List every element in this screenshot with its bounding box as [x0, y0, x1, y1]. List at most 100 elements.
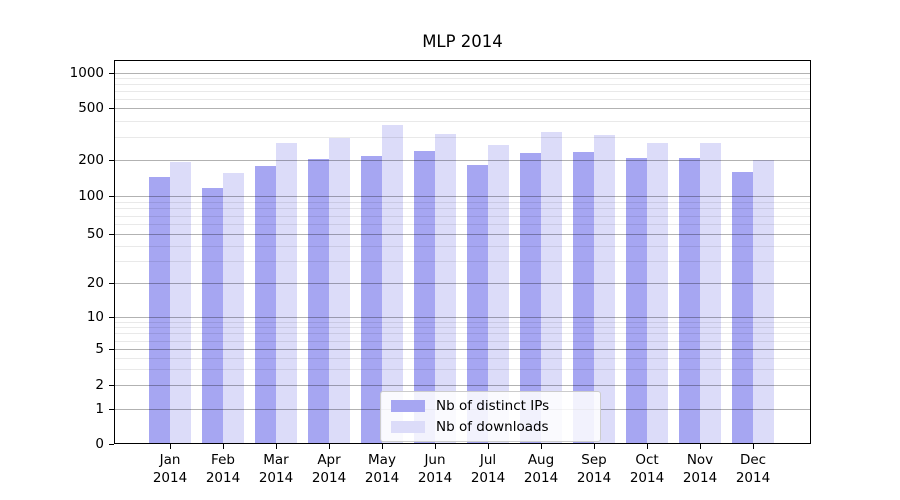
minor-gridline [115, 98, 810, 100]
minor-gridline [115, 136, 810, 138]
x-tick-mark [276, 444, 277, 449]
y-tick-mark [109, 385, 114, 386]
major-gridline [115, 160, 810, 161]
bar-nb-of-distinct-ips-jul [467, 165, 488, 444]
legend-label-distinct-ips: Nb of distinct IPs [436, 398, 550, 414]
minor-gridline [115, 208, 810, 210]
minor-gridline [115, 120, 810, 122]
y-tick-mark [109, 349, 114, 350]
legend-item-downloads: Nb of downloads [391, 418, 590, 436]
y-tick-label: 1000 [69, 65, 104, 81]
major-gridline [115, 108, 810, 109]
y-tick-label: 200 [78, 152, 104, 168]
bar-nb-of-distinct-ips-jan [149, 177, 170, 444]
bar-nb-of-downloads-may [382, 125, 403, 444]
x-tick-label: Feb 2014 [205, 452, 241, 486]
y-tick-label: 50 [86, 226, 104, 242]
x-tick-label: Aug 2014 [523, 452, 559, 486]
major-gridline [115, 349, 810, 350]
x-tick-mark [435, 444, 436, 449]
x-tick-mark [488, 444, 489, 449]
minor-gridline [115, 357, 810, 359]
x-tick-label: Sep 2014 [576, 452, 612, 486]
x-tick-label: Oct 2014 [629, 452, 665, 486]
bar-nb-of-distinct-ips-sep [573, 152, 594, 444]
y-tick-mark [109, 234, 114, 235]
y-tick-label: 5 [95, 341, 104, 357]
minor-gridline [115, 215, 810, 217]
y-tick-label: 10 [86, 309, 104, 325]
legend-item-distinct-ips: Nb of distinct IPs [391, 397, 590, 415]
legend: Nb of distinct IPs Nb of downloads [380, 391, 601, 442]
y-tick-mark [109, 160, 114, 161]
bar-nb-of-downloads-oct [647, 143, 668, 444]
y-tick-label: 2 [95, 377, 104, 393]
bar-nb-of-downloads-sep [594, 135, 615, 444]
y-tick-mark [109, 444, 114, 445]
major-gridline [115, 73, 810, 74]
y-tick-mark [109, 283, 114, 284]
bar-nb-of-distinct-ips-aug [520, 153, 541, 444]
legend-label-downloads: Nb of downloads [436, 419, 549, 435]
bar-nb-of-downloads-feb [223, 172, 244, 444]
bar-nb-of-distinct-ips-oct [626, 158, 647, 444]
minor-gridline [115, 340, 810, 342]
bar-nb-of-downloads-apr [329, 137, 350, 444]
x-tick-mark [329, 444, 330, 449]
y-tick-mark [109, 409, 114, 410]
x-tick-mark [700, 444, 701, 449]
minor-gridline [115, 91, 810, 92]
legend-swatch-downloads [391, 421, 425, 433]
x-tick-mark [753, 444, 754, 449]
x-tick-label: Jan 2014 [152, 452, 188, 486]
chart-title: MLP 2014 [422, 32, 503, 51]
minor-gridline [115, 201, 810, 203]
y-tick-mark [109, 73, 114, 74]
bar-nb-of-distinct-ips-feb [202, 188, 223, 444]
minor-gridline [115, 369, 810, 371]
bar-nb-of-downloads-nov [700, 143, 721, 444]
major-gridline [115, 317, 810, 318]
x-tick-label: Jun 2014 [417, 452, 453, 486]
y-tick-label: 100 [78, 188, 104, 204]
bar-nb-of-downloads-mar [276, 143, 297, 444]
y-tick-mark [109, 108, 114, 109]
y-tick-label: 0 [95, 436, 104, 452]
bar-nb-of-downloads-aug [541, 131, 562, 444]
minor-gridline [115, 84, 810, 86]
major-gridline [115, 196, 810, 197]
x-tick-label: Nov 2014 [682, 452, 718, 486]
legend-swatch-distinct-ips [391, 400, 425, 412]
x-tick-mark [223, 444, 224, 449]
bar-nb-of-downloads-dec [753, 160, 774, 444]
minor-gridline [115, 224, 810, 225]
x-tick-label: May 2014 [364, 452, 400, 486]
minor-gridline [115, 327, 810, 329]
y-tick-label: 20 [86, 275, 104, 291]
x-tick-mark [594, 444, 595, 449]
minor-gridline [115, 78, 810, 80]
y-tick-mark [109, 196, 114, 197]
bar-nb-of-distinct-ips-dec [732, 171, 753, 444]
bar-nb-of-distinct-ips-may [361, 156, 382, 444]
x-tick-label: Mar 2014 [258, 452, 294, 486]
x-tick-label: Dec 2014 [735, 452, 771, 486]
x-tick-mark [382, 444, 383, 449]
x-tick-mark [541, 444, 542, 449]
minor-gridline [115, 333, 810, 335]
bar-nb-of-distinct-ips-mar [255, 166, 276, 444]
y-tick-label: 1 [95, 401, 104, 417]
x-tick-mark [647, 444, 648, 449]
x-tick-mark [170, 444, 171, 449]
y-tick-mark [109, 317, 114, 318]
x-tick-label: Apr 2014 [311, 452, 347, 486]
major-gridline [115, 385, 810, 386]
minor-gridline [115, 321, 810, 323]
bar-nb-of-downloads-jul [488, 145, 509, 444]
bar-nb-of-downloads-jun [435, 134, 456, 444]
major-gridline [115, 234, 810, 235]
x-tick-label: Jul 2014 [470, 452, 506, 486]
bar-nb-of-distinct-ips-apr [308, 159, 329, 444]
bar-nb-of-distinct-ips-jun [414, 151, 435, 444]
